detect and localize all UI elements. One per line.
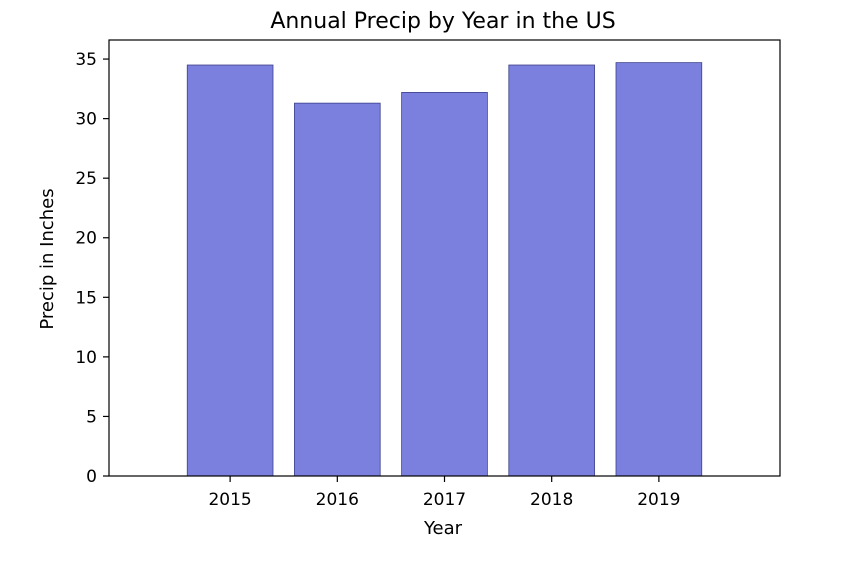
x-tick-label: 2017 xyxy=(423,490,466,510)
bar-2018 xyxy=(508,64,595,477)
bar-2017 xyxy=(401,92,488,477)
x-tick-label: 2016 xyxy=(316,490,359,510)
x-tick-label: 2015 xyxy=(208,490,251,510)
y-tick-label: 0 xyxy=(86,467,97,487)
y-tick-label: 25 xyxy=(75,169,97,189)
chart-title: Annual Precip by Year in the US xyxy=(270,9,615,34)
y-tick-label: 5 xyxy=(86,407,97,427)
y-tick-label: 30 xyxy=(75,110,97,130)
x-axis-label: Year xyxy=(423,518,463,539)
x-tick-label: 2018 xyxy=(530,490,573,510)
y-tick-label: 20 xyxy=(75,229,97,249)
y-tick-label: 35 xyxy=(75,50,97,70)
bar-2019 xyxy=(615,62,703,477)
x-tick-label: 2019 xyxy=(637,490,680,510)
y-tick-label: 10 xyxy=(75,348,97,368)
bar-2016 xyxy=(294,102,381,477)
y-axis-label: Precip in Inches xyxy=(37,188,58,329)
y-tick-label: 15 xyxy=(75,288,97,308)
plot-area: 0 5 10 15 20 25 30 35 2015 2016 2017 2018 2019 xyxy=(75,39,781,510)
bar-2015 xyxy=(186,64,274,477)
